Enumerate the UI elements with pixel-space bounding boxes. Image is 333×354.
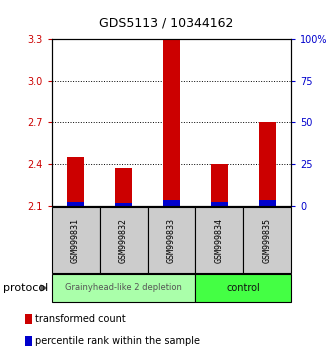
- Bar: [211, 164, 228, 206]
- Bar: [163, 39, 180, 206]
- Bar: [67, 202, 84, 206]
- Text: GSM999831: GSM999831: [71, 218, 80, 263]
- Text: GSM999834: GSM999834: [215, 218, 224, 263]
- Text: control: control: [226, 283, 260, 293]
- Text: GSM999835: GSM999835: [263, 218, 272, 263]
- Bar: [259, 122, 276, 206]
- Bar: [259, 200, 276, 206]
- Bar: [115, 203, 132, 206]
- Text: GDS5113 / 10344162: GDS5113 / 10344162: [99, 17, 234, 29]
- Text: Grainyhead-like 2 depletion: Grainyhead-like 2 depletion: [65, 284, 182, 292]
- Text: protocol: protocol: [3, 283, 49, 293]
- Bar: [67, 157, 84, 206]
- Bar: [115, 169, 132, 206]
- Bar: [163, 200, 180, 206]
- Text: transformed count: transformed count: [35, 314, 126, 324]
- Bar: [211, 202, 228, 206]
- Text: GSM999832: GSM999832: [119, 218, 128, 263]
- Text: percentile rank within the sample: percentile rank within the sample: [35, 336, 200, 346]
- Text: GSM999833: GSM999833: [167, 218, 176, 263]
